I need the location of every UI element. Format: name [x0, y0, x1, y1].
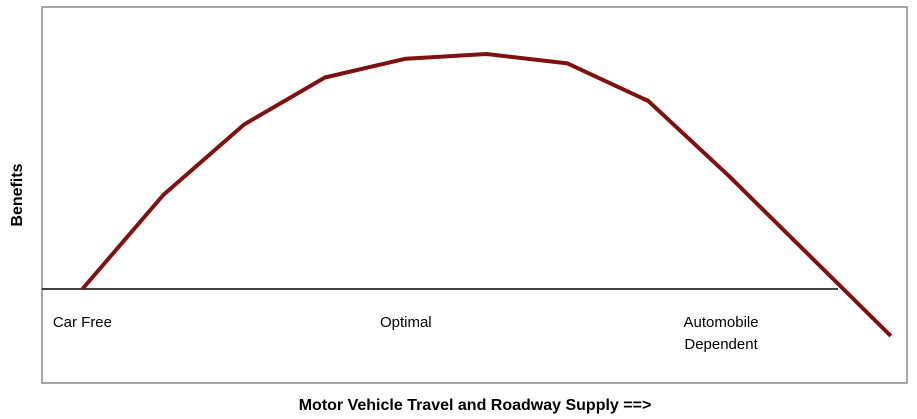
- plot-frame: [41, 6, 908, 384]
- line-series: [80, 52, 893, 338]
- y-axis-label: Benefits: [9, 163, 26, 226]
- x-axis-label: Motor Vehicle Travel and Roadway Supply …: [299, 397, 652, 414]
- annotation: Optimal: [379, 314, 432, 331]
- annotation: Automobile Dependent: [683, 314, 759, 353]
- annotation: Car Free: [52, 314, 112, 331]
